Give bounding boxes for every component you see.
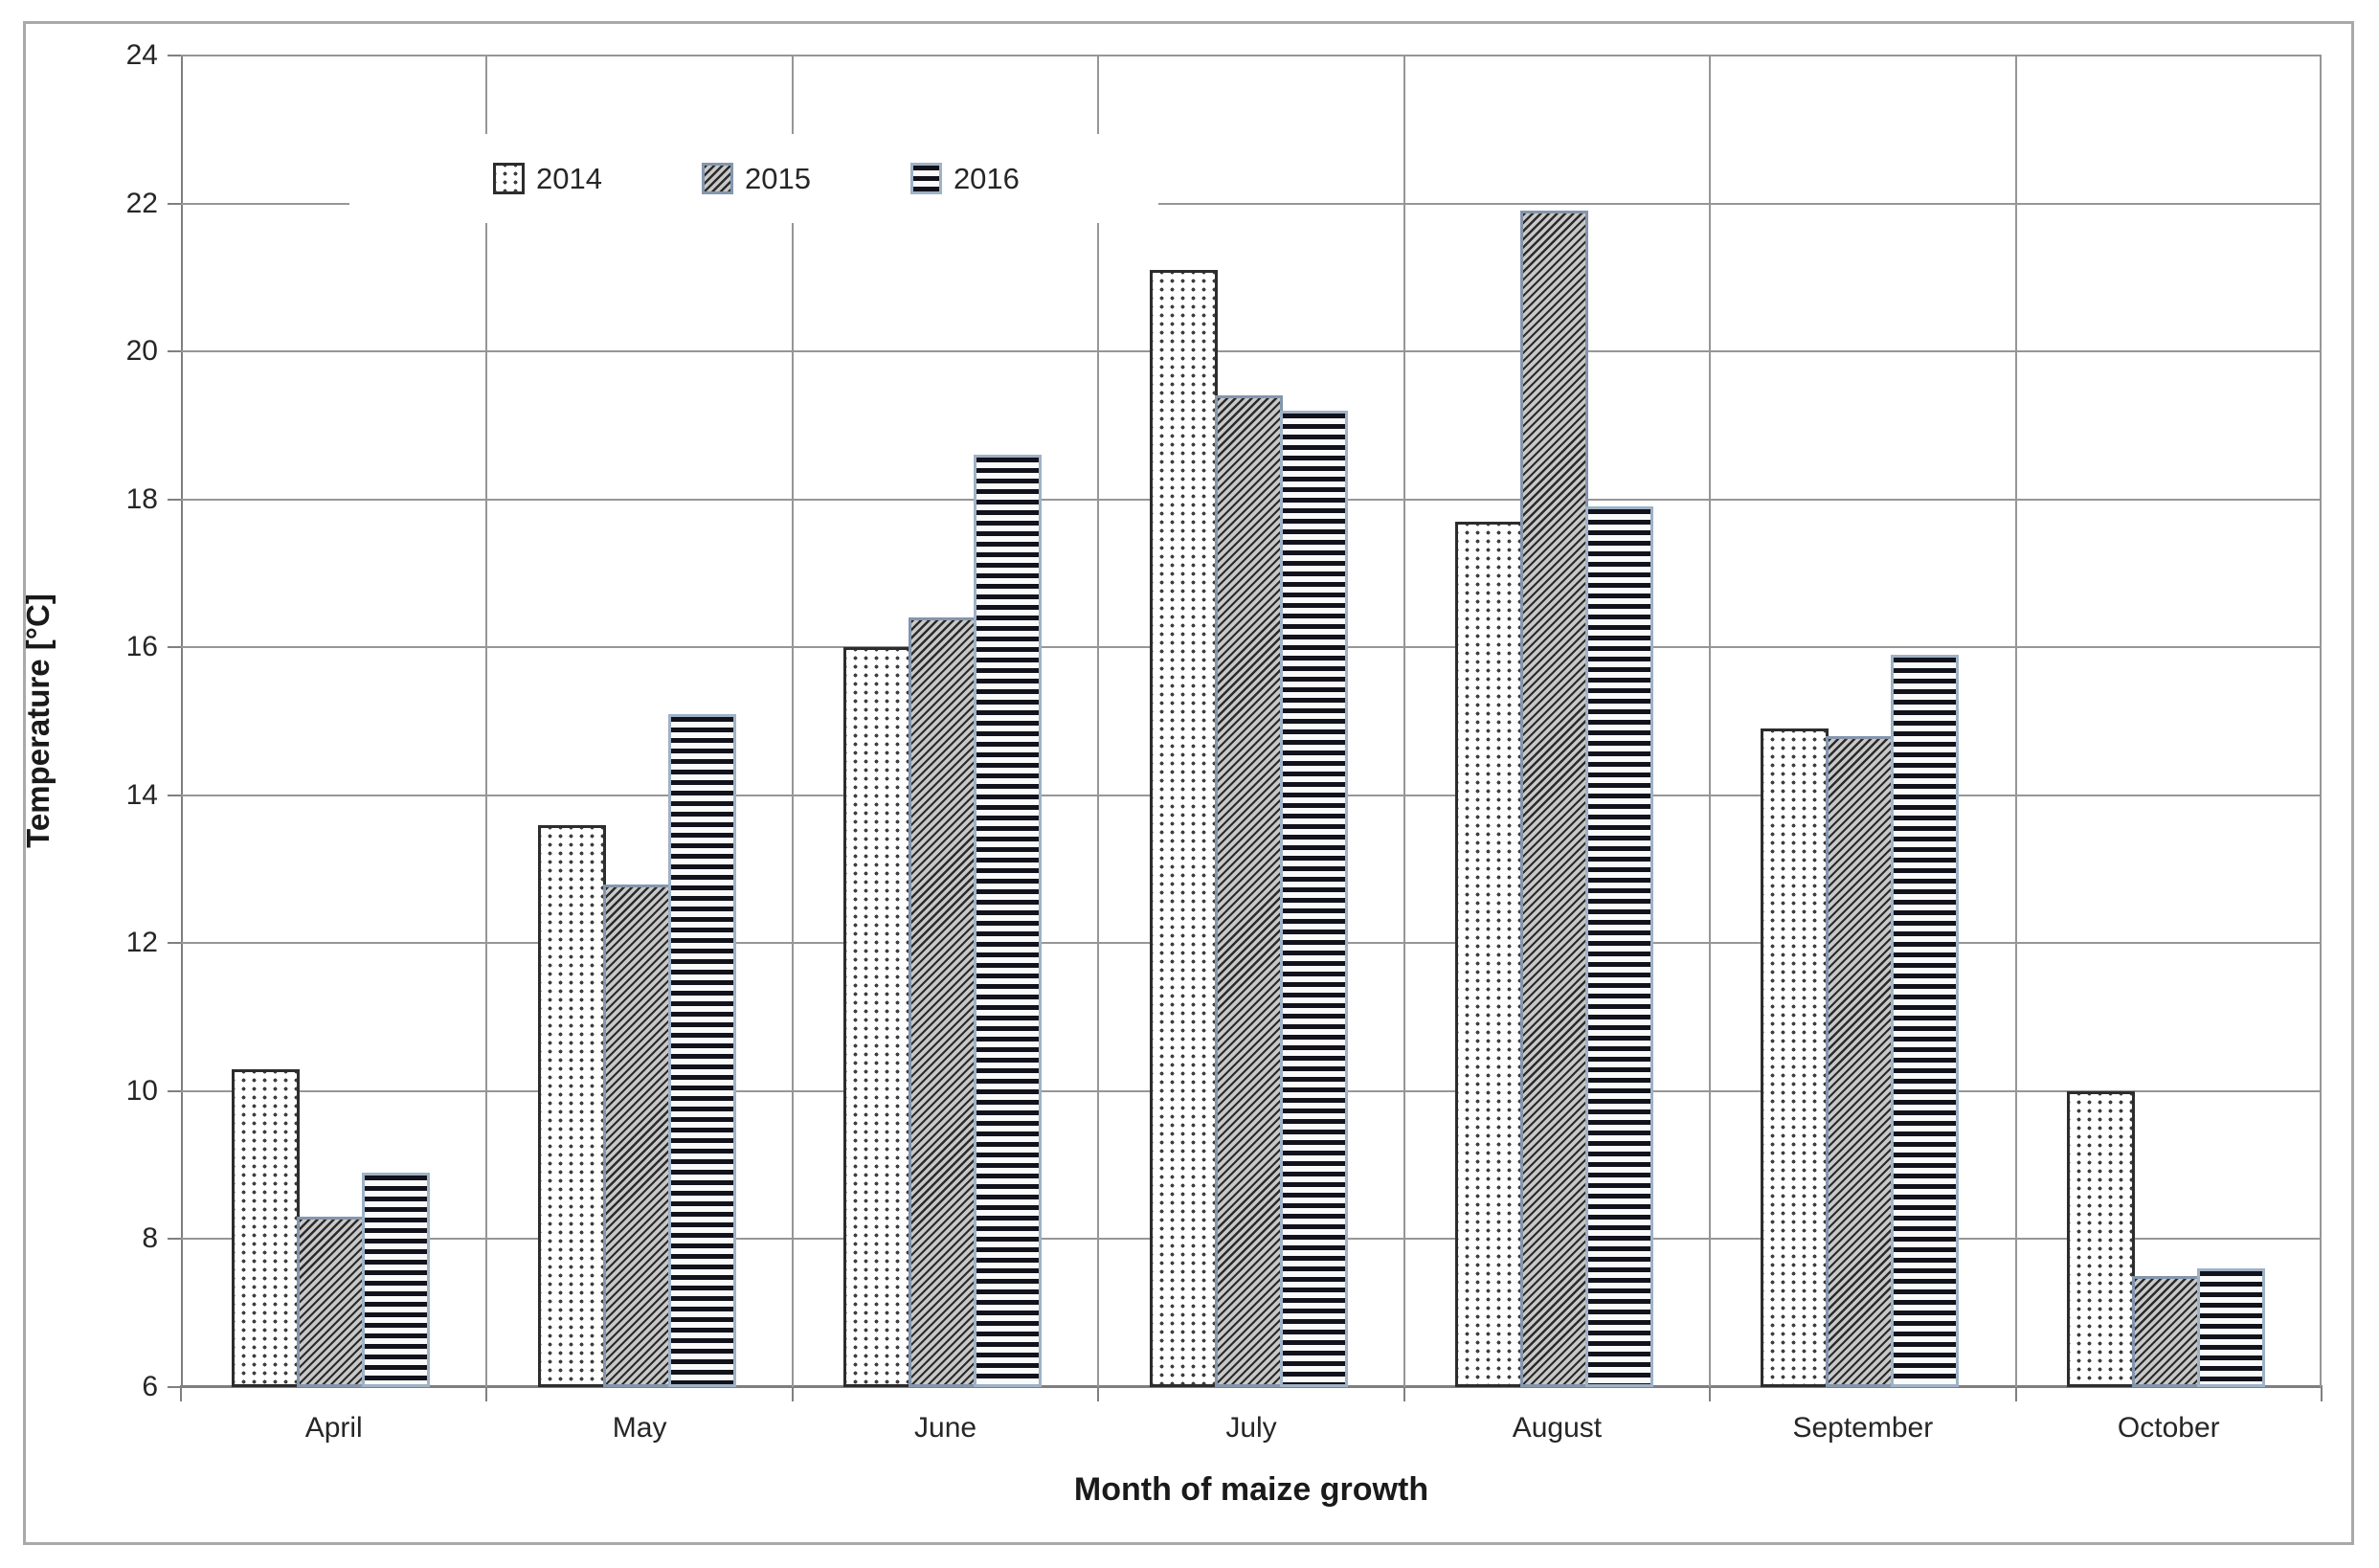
gridline-y-20 — [181, 350, 2322, 353]
x-tick-mark-2 — [792, 1387, 794, 1401]
bar-2014-September — [1761, 728, 1829, 1387]
gridline-x-7 — [2320, 56, 2322, 1387]
x-tick-label: May — [612, 1412, 667, 1444]
plot-area: 6 8 10 12 14 16 18 20 22 24 April May June July August… — [126, 41, 2323, 1443]
y-tick-label: 8 — [142, 1222, 158, 1255]
bar-2014-October — [2067, 1091, 2135, 1387]
gridline-x-1 — [485, 56, 487, 1387]
y-axis-title: Temperature [°C] — [20, 594, 56, 848]
y-tick-mark-20 — [168, 350, 181, 353]
x-tick-label: September — [1792, 1412, 1934, 1444]
bar-2015-May — [603, 885, 671, 1387]
bar-2015-April — [297, 1217, 365, 1387]
y-tick-mark-14 — [168, 794, 181, 796]
bar-2016-October — [2197, 1268, 2265, 1387]
chart-legend: 2014 2015 2016 — [349, 134, 1158, 223]
x-tick-mark-7 — [2321, 1387, 2323, 1401]
bar-2016-April — [362, 1173, 430, 1387]
bar-2015-September — [1826, 736, 1894, 1387]
gridline-x-2 — [792, 56, 794, 1387]
x-tick-mark-0 — [180, 1387, 182, 1401]
gridline-y-22 — [181, 202, 2322, 205]
x-tick-label: April — [304, 1412, 363, 1444]
y-tick-mark-6 — [168, 1386, 181, 1388]
gridline-y-24 — [181, 55, 2322, 56]
legend-swatch-2014 — [493, 163, 525, 194]
y-tick-mark-18 — [168, 498, 181, 501]
legend-label-2015: 2015 — [744, 162, 811, 195]
x-tick-mark-1 — [485, 1387, 487, 1401]
bar-2015-August — [1520, 211, 1588, 1387]
gridline-x-3 — [1097, 56, 1099, 1387]
y-tick-label: 16 — [125, 631, 158, 663]
y-tick-label: 20 — [125, 335, 158, 368]
legend-label-2016: 2016 — [953, 162, 1020, 195]
y-tick-label: 24 — [125, 39, 158, 71]
gridline-x-4 — [1403, 56, 1405, 1387]
bar-2015-October — [2132, 1276, 2200, 1387]
bar-2015-June — [909, 617, 976, 1387]
x-tick-mark-3 — [1097, 1387, 1099, 1401]
bar-2016-July — [1280, 411, 1348, 1387]
y-tick-label: 12 — [125, 927, 158, 959]
y-tick-mark-12 — [168, 942, 181, 945]
x-tick-mark-4 — [1403, 1387, 1405, 1401]
y-tick-label: 14 — [125, 778, 158, 811]
legend-item-2016: 2016 — [909, 162, 1020, 195]
x-axis-title: Month of maize growth — [1073, 1471, 1429, 1508]
figure-border — [23, 21, 2354, 1545]
x-tick-label: June — [914, 1412, 977, 1444]
y-tick-mark-22 — [168, 202, 181, 205]
y-axis-line — [181, 56, 183, 1387]
legend-swatch-2016 — [909, 163, 942, 194]
gridline-x-5 — [1709, 56, 1711, 1387]
legend-item-2015: 2015 — [701, 162, 811, 195]
bar-2014-August — [1455, 522, 1523, 1387]
bar-2014-April — [232, 1069, 300, 1387]
bar-2016-September — [1891, 655, 1959, 1387]
legend-item-2014: 2014 — [493, 163, 602, 194]
x-tick-label: July — [1225, 1412, 1277, 1444]
y-tick-mark-16 — [168, 646, 181, 649]
legend-label-2014: 2014 — [536, 162, 602, 195]
legend-swatch-2015 — [701, 163, 733, 194]
bar-2016-August — [1585, 506, 1653, 1387]
bar-2015-July — [1215, 395, 1283, 1387]
bar-2016-June — [974, 455, 1042, 1387]
y-tick-label: 10 — [125, 1074, 158, 1107]
bar-2014-July — [1150, 270, 1218, 1387]
y-tick-mark-10 — [168, 1089, 181, 1092]
y-tick-label: 18 — [125, 482, 158, 515]
y-tick-mark-24 — [168, 55, 181, 56]
x-tick-mark-6 — [2015, 1387, 2017, 1401]
bar-2016-May — [668, 714, 736, 1387]
x-tick-label: August — [1512, 1412, 1603, 1444]
y-tick-label: 22 — [125, 187, 158, 219]
bar-2014-June — [843, 647, 911, 1387]
y-tick-mark-8 — [168, 1238, 181, 1241]
bar-2014-May — [538, 825, 606, 1387]
y-tick-label: 6 — [142, 1371, 158, 1402]
x-tick-label: October — [2117, 1412, 2220, 1444]
x-tick-mark-5 — [1709, 1387, 1711, 1401]
gridline-x-6 — [2015, 56, 2017, 1387]
